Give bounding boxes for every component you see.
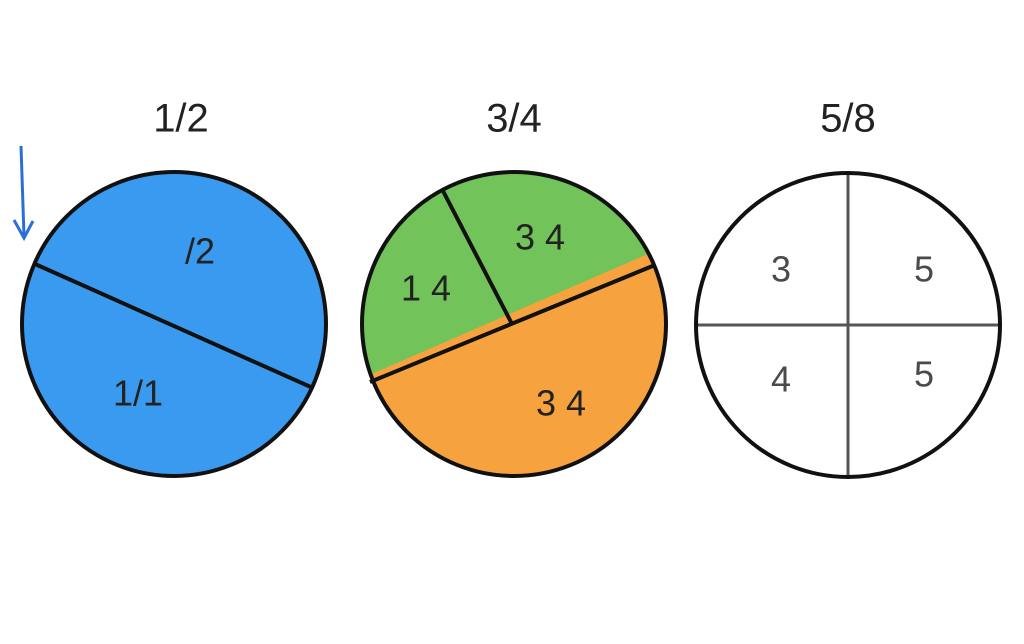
segment-label: 3 4 bbox=[515, 217, 565, 258]
segment-label: 4 bbox=[771, 359, 791, 400]
segment-label: 5 bbox=[914, 354, 934, 395]
circle-outline bbox=[360, 170, 668, 478]
circle-divider bbox=[34, 262, 314, 390]
segment-label: 3 4 bbox=[536, 383, 586, 424]
circle-divider bbox=[440, 188, 514, 325]
down-arrow-icon bbox=[12, 145, 35, 242]
circle-outline bbox=[20, 170, 328, 478]
circle-one-half: 1/2 /2 1/1 bbox=[20, 97, 328, 478]
segment-label: 1/1 bbox=[113, 373, 163, 414]
circle-title: 5/8 bbox=[820, 97, 876, 141]
circle-outline bbox=[694, 171, 1002, 479]
circle-title: 1/2 bbox=[153, 97, 209, 141]
circle-five-eighths: 5/8 3 5 4 5 bbox=[694, 97, 1002, 479]
segment-label: 1 4 bbox=[401, 268, 451, 309]
segment-label: 5 bbox=[914, 249, 934, 290]
segment-label: /2 bbox=[185, 231, 215, 272]
segment-label: 3 bbox=[771, 249, 791, 290]
circle-three-quarters: 3/4 3 4 1 4 3 4 bbox=[360, 97, 668, 478]
circle-title: 3/4 bbox=[486, 97, 542, 141]
